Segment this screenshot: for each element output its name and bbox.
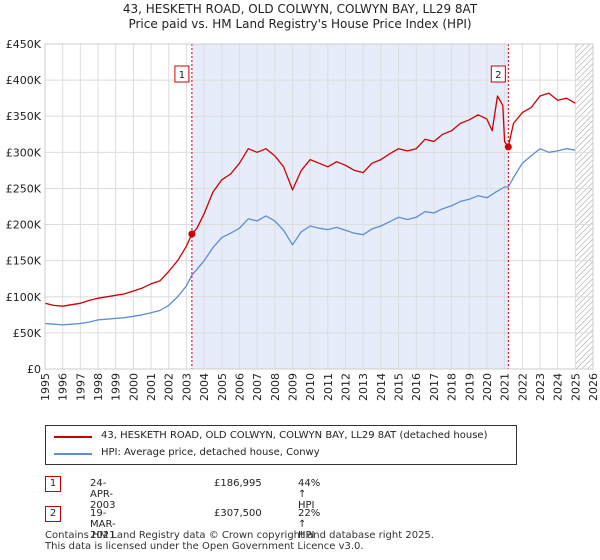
x-tick-label: 2011: [322, 373, 335, 401]
y-tick-label: £250K: [6, 182, 42, 195]
x-tick-label: 2019: [463, 373, 476, 401]
sale-hpi-change: 22% ↑ HPI: [298, 508, 321, 541]
x-tick-label: 2001: [145, 373, 158, 401]
footer-licence: This data is licensed under the Open Gov…: [45, 541, 364, 552]
hpi-series-line: [44, 148, 576, 326]
sale-number: 2: [45, 506, 61, 522]
price-chart: £0 £50K £100K £150K £200K £250K £300K £350K £400…: [6, 38, 600, 401]
sale-hpi-change: 44% ↑ HPI: [298, 478, 321, 511]
y-tick-label: £0: [27, 363, 41, 376]
sale-annotation-label: 2: [495, 70, 501, 81]
property-series-line: [44, 92, 576, 307]
y-tick-label: £350K: [6, 110, 42, 123]
x-tick-label: 2003: [180, 373, 193, 401]
x-tick-label: 2024: [552, 373, 565, 401]
x-tick-label: 1996: [57, 373, 70, 401]
x-tick-label: 2004: [198, 373, 211, 401]
x-tick-label: 2023: [534, 373, 547, 401]
x-tick-label: 1995: [39, 373, 52, 401]
legend-swatch-hpi: [54, 453, 92, 455]
title-line-2: Price paid vs. HM Land Registry's House …: [128, 17, 472, 31]
plot-border: [44, 43, 594, 370]
future-hatch: [575, 44, 593, 369]
x-tick-label: 2021: [499, 373, 512, 401]
sale-date: 24-APR-2003: [90, 478, 116, 511]
x-tick-label: 2012: [340, 373, 353, 401]
x-tick-label: 2013: [357, 373, 370, 401]
sale-annotation-box: [174, 65, 190, 83]
x-tick-label: 2014: [375, 373, 388, 401]
sale-annotation-label: 1: [179, 70, 185, 81]
x-tick-label: 2007: [251, 373, 264, 401]
x-tick-label: 2020: [481, 373, 494, 401]
x-tick-label: 1998: [92, 373, 105, 401]
y-tick-label: £300K: [6, 146, 42, 159]
x-tick-label: 1999: [110, 373, 123, 401]
footer: Contains HM Land Registry data © Crown c…: [45, 530, 434, 552]
x-tick-label: 2016: [410, 373, 423, 401]
sale-point: [504, 143, 512, 151]
title-line-1: 43, HESKETH ROAD, OLD COLWYN, COLWYN BAY…: [122, 2, 478, 16]
x-tick-label: 2025: [569, 373, 582, 401]
sale-annotation-box: [490, 65, 506, 83]
y-tick-label: £50K: [13, 327, 42, 340]
x-tick-label: 2017: [428, 373, 441, 401]
x-tick-label: 2002: [163, 373, 176, 401]
x-tick-label: 2018: [446, 373, 459, 401]
ownership-shading: [191, 44, 509, 369]
footer-copyright: Contains HM Land Registry data © Crown c…: [45, 530, 434, 541]
sale-number: 1: [45, 476, 61, 492]
legend-item-property: 43, HESKETH ROAD, OLD COLWYN, COLWYN BAY…: [46, 428, 516, 444]
legend-label-property: 43, HESKETH ROAD, OLD COLWYN, COLWYN BAY…: [101, 430, 488, 441]
sale-price: £186,995: [214, 478, 262, 489]
sale-point: [188, 230, 196, 238]
y-tick-label: £100K: [6, 291, 42, 304]
y-tick-label: £150K: [6, 255, 42, 268]
sale-price: £307,500: [214, 508, 262, 519]
sale-date: 19-MAR-2021: [90, 508, 116, 541]
x-tick-label: 2008: [269, 373, 282, 401]
chart-title: 43, HESKETH ROAD, OLD COLWYN, COLWYN BAY…: [0, 2, 600, 32]
x-tick-label: 2005: [216, 373, 229, 401]
legend-swatch-property: [54, 436, 92, 438]
x-tick-label: 2022: [516, 373, 529, 401]
y-tick-label: £400K: [6, 74, 42, 87]
x-tick-label: 2000: [127, 373, 140, 401]
x-tick-label: 2010: [304, 373, 317, 401]
legend-label-hpi: HPI: Average price, detached house, Conw…: [101, 447, 320, 458]
x-tick-label: 1997: [74, 373, 87, 401]
x-tick-label: 2006: [233, 373, 246, 401]
x-tick-label: 2015: [393, 373, 406, 401]
y-tick-label: £450K: [6, 38, 42, 51]
x-tick-label: 2009: [286, 373, 299, 401]
y-tick-label: £200K: [6, 219, 42, 232]
x-tick-label: 2026: [587, 373, 600, 401]
legend: 43, HESKETH ROAD, OLD COLWYN, COLWYN BAY…: [45, 425, 517, 465]
legend-item-hpi: HPI: Average price, detached house, Conw…: [46, 445, 516, 461]
